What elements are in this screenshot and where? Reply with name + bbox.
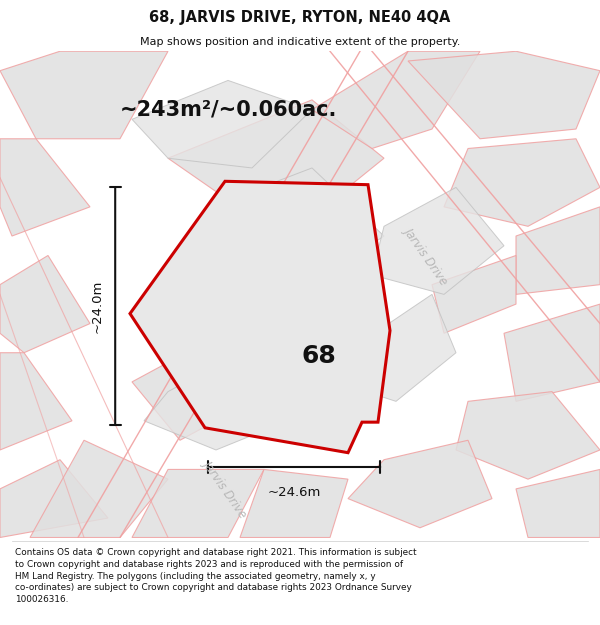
Text: 68: 68 xyxy=(301,344,336,369)
Text: ~24.0m: ~24.0m xyxy=(90,279,103,333)
Polygon shape xyxy=(336,294,456,401)
Polygon shape xyxy=(348,440,492,528)
Polygon shape xyxy=(504,304,600,401)
Polygon shape xyxy=(168,100,384,217)
Text: Jarvis Drive: Jarvis Drive xyxy=(200,458,250,520)
Polygon shape xyxy=(312,51,480,149)
Polygon shape xyxy=(30,440,168,538)
Text: 68, JARVIS DRIVE, RYTON, NE40 4QA: 68, JARVIS DRIVE, RYTON, NE40 4QA xyxy=(149,10,451,25)
Polygon shape xyxy=(132,81,312,168)
Polygon shape xyxy=(0,139,90,236)
Text: ~243m²/~0.060ac.: ~243m²/~0.060ac. xyxy=(120,99,337,119)
Polygon shape xyxy=(240,294,384,382)
Polygon shape xyxy=(456,392,600,479)
Polygon shape xyxy=(132,469,264,538)
Text: Contains OS data © Crown copyright and database right 2021. This information is : Contains OS data © Crown copyright and d… xyxy=(15,548,416,604)
Polygon shape xyxy=(130,181,390,452)
Text: ~24.6m: ~24.6m xyxy=(268,486,320,499)
Polygon shape xyxy=(372,188,504,294)
Polygon shape xyxy=(408,51,600,139)
Polygon shape xyxy=(0,460,108,538)
Text: Map shows position and indicative extent of the property.: Map shows position and indicative extent… xyxy=(140,37,460,47)
Polygon shape xyxy=(0,256,90,352)
Polygon shape xyxy=(0,51,168,139)
Polygon shape xyxy=(0,352,72,450)
Polygon shape xyxy=(210,168,384,284)
Polygon shape xyxy=(144,352,288,450)
Text: Jarvis Drive: Jarvis Drive xyxy=(401,224,451,287)
Polygon shape xyxy=(432,256,516,333)
Polygon shape xyxy=(240,469,348,538)
Polygon shape xyxy=(132,343,252,440)
Polygon shape xyxy=(444,139,600,226)
Polygon shape xyxy=(516,469,600,538)
Polygon shape xyxy=(516,207,600,294)
